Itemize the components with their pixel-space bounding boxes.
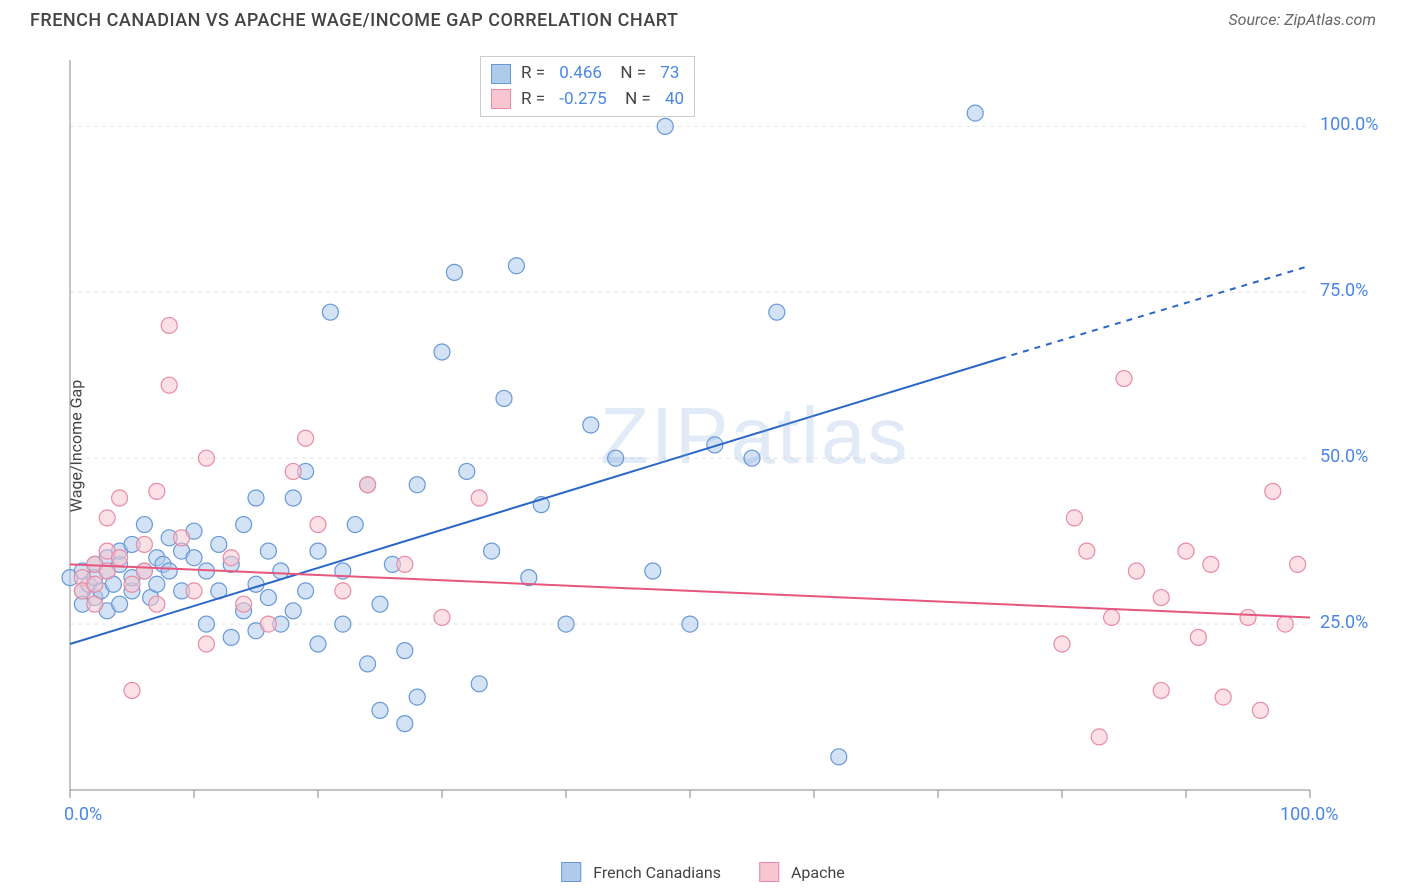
legend-label-series1: French Canadians: [593, 863, 721, 882]
stat-r1: 0.466: [559, 61, 602, 87]
stat-r2: -0.275: [559, 87, 606, 113]
stat-n2: 40: [665, 87, 684, 113]
legend-swatch-series2: [491, 89, 511, 109]
chart-title: FRENCH CANADIAN VS APACHE WAGE/INCOME GA…: [30, 10, 678, 31]
chart-svg: [60, 50, 1380, 830]
y-tick-label: 75.0%: [1320, 280, 1368, 301]
legend-swatch-series1: [491, 64, 511, 84]
stat-row: R = -0.275 N = 40: [491, 87, 684, 113]
stat-n-label: N =: [617, 87, 655, 113]
legend-swatch-series1: [561, 862, 581, 882]
stat-n1: 73: [660, 61, 679, 87]
x-tick-label: 0.0%: [64, 804, 102, 825]
stat-r-label: R =: [521, 61, 549, 87]
x-tick-label: 100.0%: [1280, 804, 1338, 825]
stat-r-label: R =: [521, 87, 549, 113]
legend-label-series2: Apache: [791, 863, 845, 882]
y-tick-label: 50.0%: [1320, 446, 1368, 467]
y-tick-label: 25.0%: [1320, 612, 1368, 633]
bottom-legend: French Canadians Apache: [561, 862, 845, 882]
y-tick-label: 100.0%: [1320, 114, 1378, 135]
source-label: Source: ZipAtlas.com: [1228, 10, 1376, 29]
stat-legend-box: R = 0.466 N = 73 R = -0.275 N = 40: [480, 56, 695, 117]
stat-n-label: N =: [612, 61, 650, 87]
stat-row: R = 0.466 N = 73: [491, 61, 684, 87]
chart-area: ZIPatlas R = 0.466 N = 73 R = -0.275 N =…: [60, 50, 1380, 830]
legend-swatch-series2: [759, 862, 779, 882]
